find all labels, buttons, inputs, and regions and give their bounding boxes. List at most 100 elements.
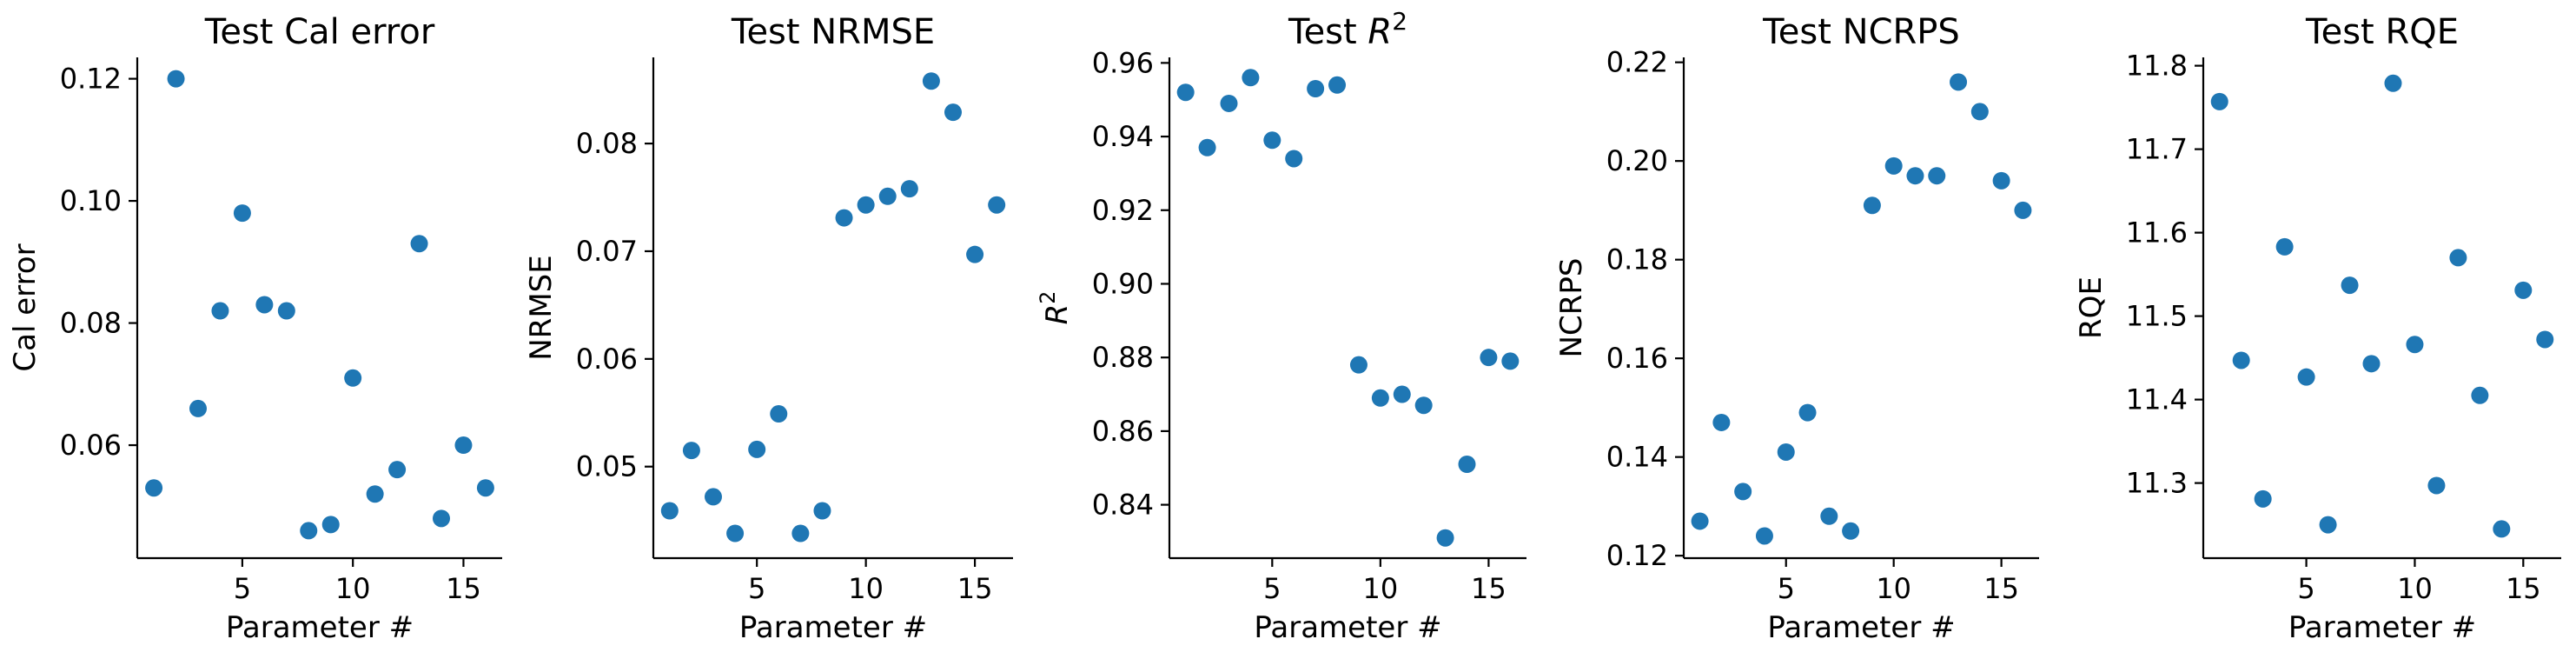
x-tick-label: 10: [2397, 572, 2433, 605]
data-point: [388, 461, 407, 479]
data-point: [2014, 201, 2032, 219]
data-point: [2384, 74, 2402, 92]
data-point: [433, 509, 450, 528]
x-tick-label: 15: [1983, 572, 2019, 605]
data-point: [300, 522, 318, 540]
y-tick-label: 0.88: [1092, 341, 1154, 374]
y-tick-label: 0.06: [60, 429, 122, 462]
data-point: [1349, 356, 1367, 374]
data-point: [2471, 386, 2489, 404]
data-point: [277, 302, 295, 320]
x-tick-label: 10: [1363, 572, 1399, 605]
data-point: [1863, 196, 1881, 215]
data-point: [255, 296, 274, 314]
x-tick-label: 15: [957, 572, 993, 605]
panel-title: Test R2: [1288, 7, 1407, 53]
data-point: [2297, 368, 2315, 386]
x-tick-label: 15: [1471, 572, 1507, 605]
y-tick-label: 11.5: [2126, 300, 2188, 333]
x-tick-label: 5: [1778, 572, 1795, 605]
data-point: [1734, 483, 1752, 501]
y-tick-label: 0.06: [576, 343, 638, 376]
y-tick-label: 11.3: [2126, 467, 2188, 500]
x-tick-label: 15: [446, 572, 481, 605]
data-point: [167, 70, 185, 88]
data-point: [1328, 76, 1347, 94]
data-point: [966, 245, 984, 263]
data-point: [726, 524, 745, 543]
y-axis-label: NCRPS: [1554, 258, 1589, 358]
data-point: [705, 488, 722, 506]
data-point: [2449, 249, 2467, 267]
data-point: [1480, 349, 1498, 367]
data-point: [410, 235, 428, 253]
x-tick-label: 5: [748, 572, 765, 605]
data-point: [1458, 456, 1476, 473]
x-tick-label: 15: [2506, 572, 2541, 605]
data-point: [233, 204, 251, 223]
data-point: [791, 524, 810, 543]
y-tick-label: 0.12: [60, 63, 122, 96]
data-point: [1842, 522, 1860, 540]
data-point: [1242, 69, 1260, 87]
data-point: [1777, 443, 1795, 461]
data-point: [2514, 281, 2533, 299]
data-point: [1307, 80, 1325, 97]
x-tick-label: 5: [234, 572, 251, 605]
x-axis-label: Parameter #: [1767, 610, 1955, 645]
y-tick-label: 0.12: [1606, 539, 1668, 572]
y-axis-label: R2: [1036, 291, 1075, 325]
y-tick-label: 0.86: [1092, 415, 1154, 448]
y-tick-label: 11.6: [2126, 216, 2188, 250]
data-point: [2341, 276, 2359, 295]
data-point: [1285, 150, 1303, 168]
x-tick-label: 10: [1876, 572, 1911, 605]
x-axis-label: Parameter #: [1254, 610, 1441, 645]
data-point: [1176, 83, 1195, 102]
data-point: [857, 196, 875, 214]
data-point: [2275, 237, 2294, 256]
data-point: [321, 516, 340, 534]
panel-title: Test RQE: [2305, 12, 2459, 52]
panel-3: Test R2 5 10 15 0.84 0.86 0.88 0.90 0.92 0.94 0.96…: [1036, 7, 1526, 645]
data-point: [1436, 529, 1454, 547]
data-point: [1928, 167, 1946, 185]
data-point: [1371, 389, 1389, 407]
data-point: [878, 187, 897, 205]
data-point: [344, 369, 362, 387]
data-point: [748, 440, 766, 458]
data-point: [922, 72, 940, 90]
data-point: [770, 405, 788, 423]
data-point: [1755, 527, 1773, 545]
data-point: [813, 502, 831, 520]
data-point: [1992, 171, 2010, 190]
y-tick-label: 0.90: [1092, 267, 1154, 300]
data-point: [211, 302, 229, 320]
y-tick-label: 11.7: [2126, 133, 2188, 166]
panel-title: Test NRMSE: [731, 12, 935, 52]
y-axis-label: RQE: [2074, 276, 2109, 339]
data-point: [835, 209, 853, 227]
y-tick-label: 0.16: [1606, 342, 1668, 375]
data-point: [2319, 516, 2337, 534]
data-point: [366, 485, 384, 503]
panel-2: Test NRMSE 5 10 15 0.05 0.06 0.07 0.08 Parameter…: [524, 12, 1013, 645]
data-point: [1414, 396, 1433, 415]
y-axis-label: NRMSE: [524, 255, 559, 360]
data-point: [988, 196, 1006, 214]
data-point: [2493, 520, 2511, 538]
data-point: [2362, 355, 2381, 373]
y-tick-label: 11.8: [2126, 50, 2188, 83]
panel-5: Test RQE 5 10 15 11.3 11.4 11.5 11.6 11.7 11.8 Par…: [2074, 12, 2561, 645]
data-point: [476, 479, 494, 497]
data-point: [1198, 138, 1216, 156]
data-point: [2210, 92, 2228, 110]
y-tick-label: 0.08: [60, 307, 122, 340]
data-point: [2232, 351, 2250, 369]
data-point: [2406, 336, 2424, 354]
panel-title: Test Cal error: [204, 12, 435, 52]
y-tick-label: 0.14: [1606, 441, 1668, 474]
y-tick-label: 11.4: [2126, 383, 2188, 416]
x-axis-label: Parameter #: [2288, 610, 2476, 645]
